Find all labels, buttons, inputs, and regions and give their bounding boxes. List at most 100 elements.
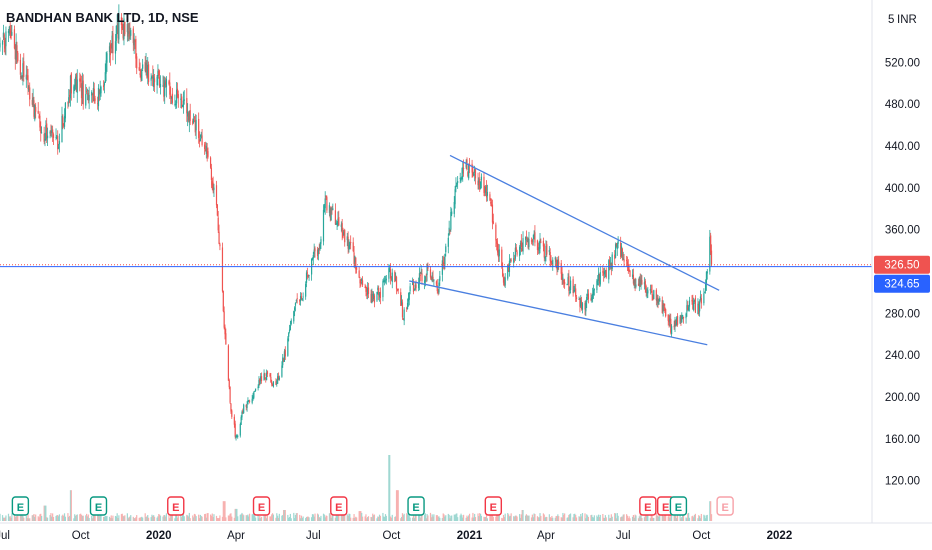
trendlines[interactable]	[409, 154, 720, 346]
candle	[176, 82, 178, 109]
earnings-badge[interactable]: E	[252, 496, 271, 516]
candle	[643, 277, 646, 290]
volume-bar	[124, 515, 126, 521]
chart-title: BANDHAN BANK LTD, 1D, NSE	[6, 10, 199, 25]
volume-bar	[650, 513, 652, 521]
earnings-badge[interactable]: E	[330, 496, 348, 516]
volume-bar	[472, 512, 474, 521]
candle	[183, 90, 185, 105]
volume-bar	[551, 515, 553, 521]
candle	[272, 381, 275, 388]
candle	[451, 208, 453, 217]
volume-bar	[151, 514, 153, 521]
volume-bar	[91, 515, 93, 521]
volume-bar	[313, 516, 315, 521]
volume-bar	[266, 518, 268, 521]
candle	[49, 130, 51, 139]
candle	[611, 252, 613, 272]
volume-bar	[574, 513, 576, 521]
candle	[348, 239, 350, 253]
volume-bar	[1, 515, 4, 521]
candle	[656, 294, 658, 308]
candle	[396, 288, 398, 292]
earnings-badge[interactable]: E	[669, 496, 688, 516]
candle	[573, 285, 575, 294]
candle	[133, 33, 135, 54]
candle	[503, 276, 505, 287]
volume-bar	[217, 518, 219, 521]
candle	[52, 132, 55, 146]
candle	[100, 85, 102, 97]
volume-bar	[282, 515, 284, 521]
candle	[300, 292, 303, 301]
candle	[329, 206, 331, 222]
volume-bar	[275, 517, 277, 521]
earnings-badge[interactable]: E	[716, 496, 734, 516]
volume-bar	[353, 514, 355, 521]
volume-bar	[4, 517, 6, 521]
earnings-badge[interactable]: E	[639, 496, 657, 516]
volume-bar	[100, 515, 102, 521]
candle	[675, 319, 677, 327]
volume-bars	[0, 455, 713, 521]
trendline-upper[interactable]	[449, 154, 720, 291]
candle	[614, 242, 617, 259]
volume-bar	[418, 515, 421, 521]
candle	[147, 61, 150, 86]
volume-bar	[433, 514, 435, 521]
volume-bar	[441, 518, 443, 521]
candle	[271, 383, 274, 387]
volume-bar	[401, 516, 403, 521]
candle	[21, 75, 23, 81]
volume-bar	[479, 513, 481, 521]
candle	[621, 247, 623, 261]
candle	[4, 37, 6, 55]
candle	[176, 82, 179, 99]
candle	[123, 13, 125, 46]
volume-bar	[116, 513, 118, 521]
candle	[85, 84, 87, 109]
candle	[248, 399, 250, 402]
volume-bar	[254, 517, 257, 521]
volume-bar	[703, 514, 705, 521]
earnings-badge[interactable]: E	[484, 496, 503, 516]
volume-bar	[608, 514, 610, 521]
volume-bar	[19, 514, 21, 521]
volume-bar	[457, 517, 459, 521]
candle	[326, 195, 328, 213]
candle	[468, 163, 470, 181]
volume-bar	[347, 515, 349, 521]
trendline-lower[interactable]	[409, 280, 708, 346]
volume-bar	[259, 515, 261, 521]
earnings-badge[interactable]: E	[167, 496, 185, 516]
candle	[408, 291, 410, 306]
candle	[538, 241, 540, 255]
volume-bar	[572, 517, 574, 521]
currency-label[interactable]: INR	[897, 14, 917, 26]
earnings-badge[interactable]: E	[89, 496, 108, 516]
volume-bar	[27, 513, 29, 521]
candle	[546, 240, 548, 257]
volume-bar	[277, 515, 279, 521]
volume-bar	[406, 514, 409, 521]
volume-bar	[260, 518, 262, 521]
candle	[509, 258, 511, 264]
candle	[649, 284, 651, 295]
volume-bar	[474, 517, 477, 521]
price-axis[interactable]: 120.00 160.00 200.00 240.00 280.00 360.00 400.…	[885, 14, 920, 488]
price-axis-top-label: 5	[888, 14, 894, 26]
volume-bar	[543, 514, 545, 521]
candle	[686, 299, 688, 317]
candle	[691, 295, 693, 305]
volume-bar	[384, 514, 387, 521]
time-axis[interactable]: Jul Oct 2020 Apr Jul Oct 2021 Apr Jul Oct 2022	[0, 530, 792, 542]
earnings-badge[interactable]: E	[11, 496, 30, 516]
candle	[366, 287, 368, 300]
candle	[635, 278, 637, 289]
earnings-badge[interactable]: E	[407, 496, 425, 516]
candle	[271, 379, 273, 387]
volume-bar	[641, 517, 643, 521]
volume-bar	[120, 514, 123, 521]
